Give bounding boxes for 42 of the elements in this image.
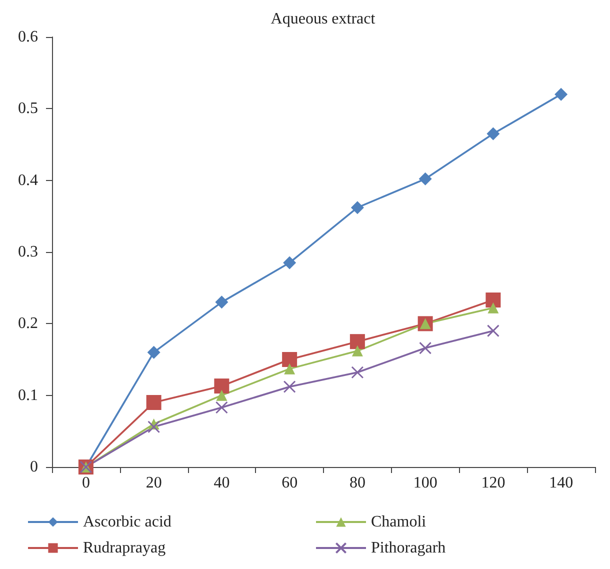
point	[283, 380, 296, 393]
y-tick-label: 0.5	[18, 100, 38, 118]
legend-label: Pithoragarh	[371, 540, 446, 556]
x-tick-label: 20	[146, 474, 162, 492]
point	[350, 201, 364, 214]
legend-label: Rudraprayag	[83, 540, 166, 556]
x-tick-label: 100	[413, 474, 438, 492]
point	[214, 378, 230, 394]
point	[282, 352, 298, 367]
point	[554, 88, 568, 101]
y-tick-label: 0.1	[18, 386, 38, 404]
x-tick-label: 60	[282, 474, 298, 492]
point	[418, 172, 432, 186]
point	[148, 420, 160, 434]
point	[486, 324, 500, 338]
point	[284, 363, 296, 374]
x-tick-label: 0	[82, 474, 90, 492]
point	[216, 390, 228, 401]
point	[147, 346, 160, 359]
point	[352, 345, 363, 356]
point	[419, 342, 432, 354]
x-tick-label: 80	[349, 474, 366, 492]
x-tick-label: 140	[549, 474, 574, 492]
chart-title: Aqueous extract	[270, 10, 376, 28]
point	[488, 302, 499, 314]
x-tick-label: 40	[214, 474, 230, 492]
point	[283, 256, 296, 270]
point	[215, 296, 228, 309]
point	[351, 366, 364, 379]
point	[486, 127, 500, 140]
x-tick-label: 120	[481, 474, 506, 492]
y-tick-label: 0	[30, 458, 38, 476]
y-tick-label: 0.2	[18, 315, 38, 332]
legend-label: Chamoli	[371, 514, 427, 530]
y-tick-label: 0.3	[18, 244, 38, 260]
legend-label: Ascorbic acid	[83, 514, 172, 530]
y-tick-label: 0.4	[18, 172, 38, 189]
point	[486, 292, 501, 308]
y-tick-label: 0.6	[18, 28, 38, 46]
point	[146, 395, 162, 410]
point	[215, 401, 228, 414]
point	[350, 334, 365, 350]
